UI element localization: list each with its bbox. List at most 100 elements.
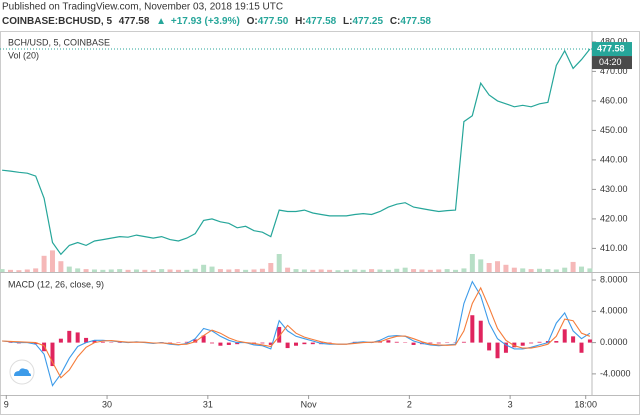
volume-bar (16, 270, 22, 272)
histogram-bar (470, 315, 475, 343)
histogram-bar (461, 341, 466, 343)
volume-bar (285, 267, 291, 272)
x-tick-label: 2 (407, 399, 412, 409)
volume-bar (511, 267, 517, 272)
ohlc-value: 477.58 (400, 16, 431, 27)
volume-bar (33, 268, 39, 272)
y-tick-label: 4.0000 (600, 306, 628, 316)
histogram-bar (554, 341, 559, 343)
histogram-bar (529, 342, 534, 344)
volume-bar (444, 269, 450, 272)
volume-bar (318, 269, 324, 272)
volume-bar (427, 269, 433, 272)
volume-bar (133, 269, 139, 272)
volume-bar (419, 269, 425, 272)
last-price: 477.58 (119, 16, 150, 27)
x-tick-label: 9 (4, 399, 9, 409)
histogram-bar (503, 342, 508, 353)
volume-bar (83, 269, 89, 272)
volume-bar (293, 269, 299, 272)
volume-bar (402, 267, 408, 272)
y-tick-label: -4.0000 (600, 368, 631, 378)
volume-bar (360, 269, 366, 272)
volume-bar (301, 269, 307, 272)
histogram-bar (294, 342, 298, 346)
ohlc-label: H: (295, 16, 306, 27)
symbol-line: COINBASE:BCHUSD, 5 477.58 ▲ +17.93 (+3.9… (2, 16, 431, 27)
volume-bar (75, 268, 81, 272)
histogram-bar (428, 342, 433, 344)
histogram-bar (562, 329, 567, 343)
volume-bar (108, 269, 114, 272)
histogram-bar (537, 341, 542, 343)
volume-bar (234, 269, 240, 272)
histogram-bar (184, 341, 189, 343)
volume-bar (520, 268, 526, 272)
countdown-box (592, 56, 632, 70)
volume-bar (142, 269, 148, 272)
volume-bar (335, 270, 341, 272)
y-tick-label: 480.00 (600, 36, 628, 46)
volume-bar (49, 250, 55, 272)
pane-legend: BCH/USD, 5, COINBASE (8, 37, 110, 47)
volume-bar (587, 268, 593, 272)
volume-bar (259, 268, 265, 272)
histogram-bar (193, 339, 198, 343)
volume-bar (209, 266, 215, 272)
volume-bar (579, 266, 585, 272)
volume-bar (469, 254, 475, 272)
histogram-bar (520, 342, 525, 346)
x-tick-label: 18:00 (574, 399, 597, 409)
histogram-bar (512, 342, 517, 348)
volume-bar (411, 269, 417, 272)
volume-bar (369, 269, 375, 272)
histogram-bar (394, 341, 399, 343)
histogram-bar (260, 342, 265, 344)
volume-bar (537, 268, 543, 272)
histogram-bar (75, 332, 80, 343)
y-tick-label: 0.0000 (600, 337, 628, 347)
histogram-bar (277, 326, 282, 343)
ohlc-label: C: (390, 16, 401, 27)
volume-bar (117, 269, 123, 272)
volume-bar (226, 269, 232, 272)
volume-legend: Vol (20) (8, 50, 39, 60)
volume-bar (385, 269, 391, 272)
histogram-bar (579, 342, 584, 353)
volume-bar (58, 261, 64, 272)
histogram-bar (268, 342, 273, 345)
volume-bar (562, 267, 568, 272)
histogram-bar (218, 342, 223, 346)
last-price-box (592, 42, 632, 57)
y-tick-label: 440.00 (600, 154, 628, 164)
tradingview-logo (9, 359, 35, 385)
volume-bar (24, 269, 30, 272)
ohlc-value: 477.58 (306, 16, 337, 27)
histogram-bar (411, 342, 416, 345)
ohlc-value: 477.25 (352, 16, 383, 27)
volume-bar (184, 269, 190, 272)
histogram-bar (42, 342, 47, 352)
volume-bar (167, 269, 173, 272)
volume-bar (394, 268, 400, 272)
symbol: COINBASE:BCHUSD, 5 (2, 16, 112, 27)
countdown-label: 04:20 (599, 57, 622, 67)
histogram-bar (495, 342, 500, 359)
y-tick-label: 420.00 (600, 213, 628, 223)
histogram-bar (235, 342, 240, 345)
volume-bar (100, 269, 106, 272)
volume-bar (192, 268, 198, 272)
x-tick-label: 30 (102, 399, 112, 409)
histogram-bar (571, 336, 576, 343)
histogram-bar (226, 342, 231, 345)
y-tick-label: 450.00 (600, 125, 628, 135)
histogram-bar (310, 342, 315, 345)
histogram-bar (285, 342, 290, 349)
change-arrow: ▲ (156, 16, 166, 27)
volume-bar (217, 269, 223, 272)
histogram-bar (84, 337, 89, 343)
histogram-bar (210, 342, 215, 344)
volume-bar (545, 269, 551, 272)
